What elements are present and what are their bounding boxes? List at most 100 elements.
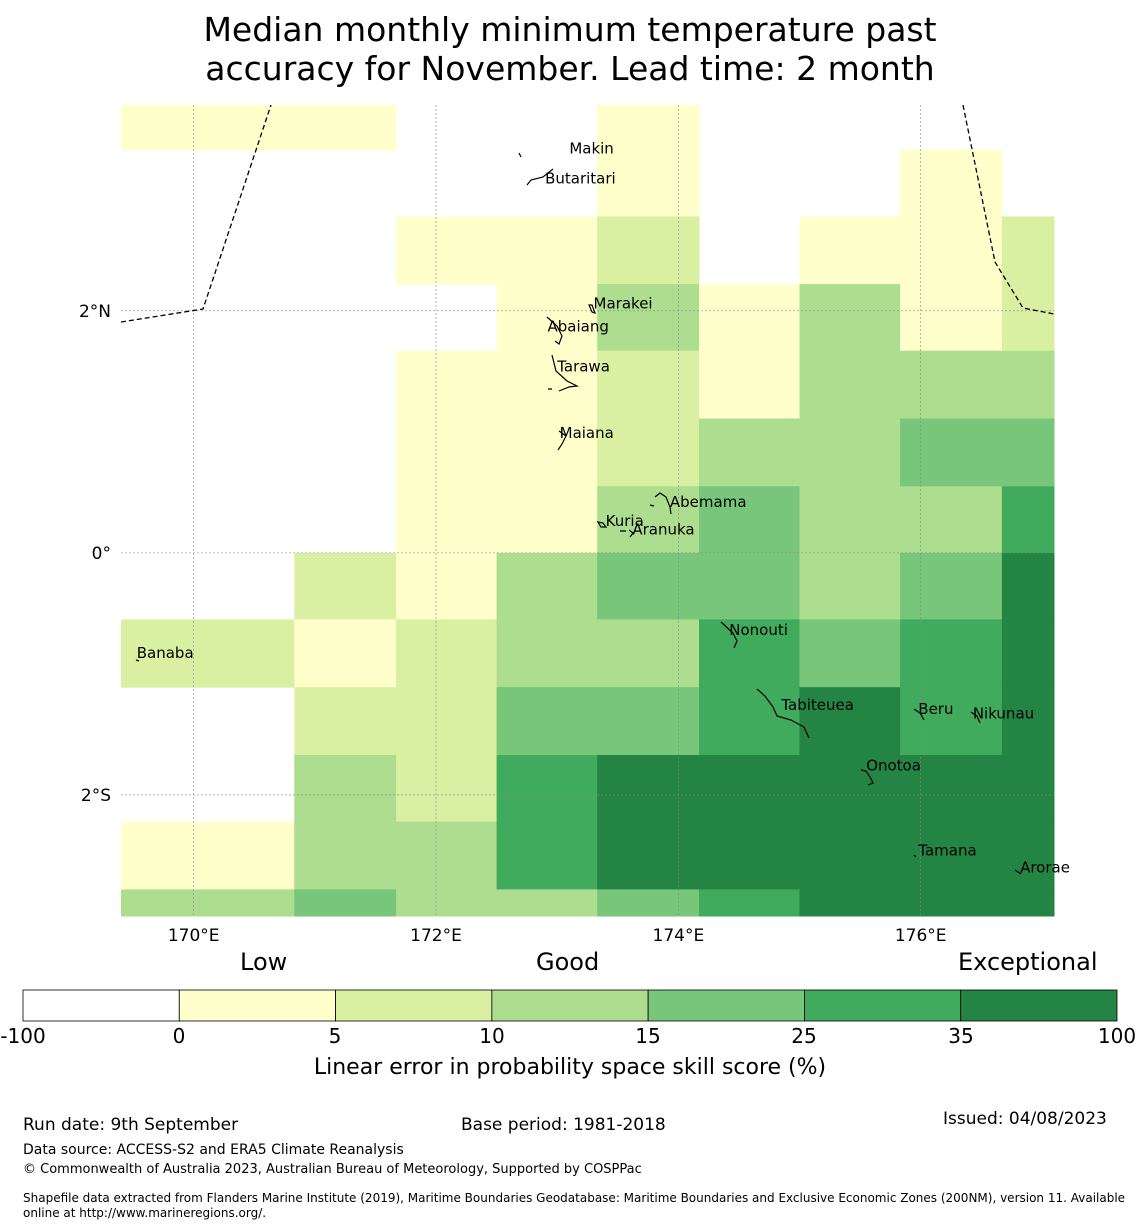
onotoa-outline: [860, 769, 874, 786]
skill-cell: [699, 418, 801, 487]
skill-cell: [699, 755, 801, 823]
colorbar-bin: [178, 989, 336, 1022]
skill-cell: [597, 821, 700, 890]
skill-cell: [1001, 486, 1055, 554]
beru-outline: [913, 708, 925, 721]
title-line-1: Median monthly minimum temperature past: [203, 10, 937, 49]
skill-cell: [396, 687, 498, 756]
skill-cell: [699, 889, 801, 917]
skill-cell: [1001, 821, 1055, 890]
skill-cell: [496, 216, 598, 285]
skill-cell: [496, 755, 598, 823]
skill-cell: [900, 486, 1003, 554]
y-tick-label: 2°N: [79, 302, 111, 322]
skill-cell: [699, 350, 801, 419]
issued-date: Issued: 04/08/2023: [943, 1109, 1107, 1129]
skill-cell: [900, 418, 1003, 487]
skill-cell: [900, 350, 1003, 419]
makin-outline: [518, 152, 522, 158]
skill-cell: [1001, 418, 1055, 487]
island-label: Marakei: [594, 294, 653, 312]
skill-cell: [900, 755, 1003, 823]
copyright: © Commonwealth of Australia 2023, Austra…: [23, 1162, 642, 1177]
skill-cell: [799, 418, 901, 487]
skill-cell: [294, 687, 397, 756]
skill-cell: [900, 687, 1003, 756]
colorbar-tick-label: 5: [328, 1024, 342, 1048]
tarawa-outline: [548, 354, 580, 392]
island-label: Kuria: [606, 512, 644, 530]
skill-cell: [496, 552, 598, 620]
skill-cell: [396, 889, 498, 917]
skill-cell: [396, 216, 498, 285]
skill-cell: [496, 486, 598, 554]
colorbar-tick-label: 35: [948, 1024, 974, 1048]
nikunau-outline: [970, 711, 981, 724]
skill-cell: [121, 105, 295, 151]
colorbar-tick-label: 15: [635, 1024, 661, 1048]
skill-cell: [396, 755, 498, 823]
skill-cell: [699, 687, 801, 756]
abaiang-outline: [546, 316, 563, 345]
colorbar-tick-label: 25: [791, 1024, 817, 1048]
y-tick-label: 0°: [92, 544, 111, 564]
skill-cell: [496, 889, 598, 917]
skill-cell: [799, 821, 901, 890]
skill-cell: [900, 216, 1003, 285]
island-label: Abemama: [670, 493, 747, 511]
arorae-outline: [1014, 869, 1022, 875]
skill-cell: [900, 821, 1003, 890]
skill-cell: [597, 687, 700, 756]
colorbar-bin: [22, 989, 180, 1022]
island-label: Nonouti: [729, 621, 788, 639]
island-label: Butaritari: [545, 170, 616, 188]
eez-boundaries: [120, 104, 1055, 323]
skill-cell: [799, 216, 901, 285]
island-label: Onotoa: [866, 757, 921, 775]
skill-cell: [496, 821, 598, 890]
nonouti-outline: [720, 621, 738, 649]
eez-line-east: [962, 104, 1055, 315]
shapefile-credit-line-2: online at http://www.marineregions.org/.: [23, 1206, 267, 1220]
skill-cell: [294, 755, 397, 823]
island-label: Arorae: [1020, 858, 1070, 876]
skill-cell: [799, 755, 901, 823]
kuria-outline: [596, 521, 608, 528]
skill-cell: [496, 418, 598, 487]
skill-cell: [900, 619, 1003, 688]
skill-cell: [900, 149, 1003, 217]
skill-cell: [699, 284, 801, 352]
skill-cell: [597, 486, 700, 554]
data-source: Data source: ACCESS-S2 and ERA5 Climate …: [23, 1142, 404, 1158]
skill-cell: [496, 350, 598, 419]
skill-cell: [1001, 216, 1055, 285]
skill-cell: [294, 821, 397, 890]
butaritari-outline: [526, 168, 554, 186]
title-line-2: accuracy for November. Lead time: 2 mont…: [205, 49, 935, 88]
colorbar-head-exceptional: Exceptional: [958, 948, 1098, 976]
graticule: [121, 105, 1054, 916]
skill-cell: [597, 350, 700, 419]
axis-ticks: 170°E 172°E 174°E 176°E 2°N 0° 2°S: [79, 302, 947, 946]
skill-cell: [699, 821, 801, 890]
x-tick-label: 172°E: [410, 926, 462, 946]
skill-cells: [121, 105, 1055, 917]
skill-cell: [799, 350, 901, 419]
skill-cell: [799, 284, 901, 352]
base-period: Base period: 1981-2018: [461, 1115, 666, 1135]
skill-cell: [396, 350, 498, 419]
island-label: Tarawa: [556, 357, 610, 375]
skill-cell: [699, 619, 801, 688]
island-outlines: [135, 152, 1022, 875]
skill-cell: [294, 619, 397, 688]
skill-cell: [294, 105, 397, 151]
island-label: Banaba: [137, 644, 194, 662]
island-labels: Makin Butaritari Marakei Abaiang Tarawa Maian…: [137, 139, 1070, 876]
skill-cell: [597, 418, 700, 487]
colorbar-bin: [960, 989, 1118, 1022]
skill-cell: [396, 418, 498, 487]
run-date: Run date: 9th September: [23, 1115, 239, 1135]
colorbar-bin: [335, 989, 493, 1022]
island-label: Beru: [918, 700, 953, 718]
